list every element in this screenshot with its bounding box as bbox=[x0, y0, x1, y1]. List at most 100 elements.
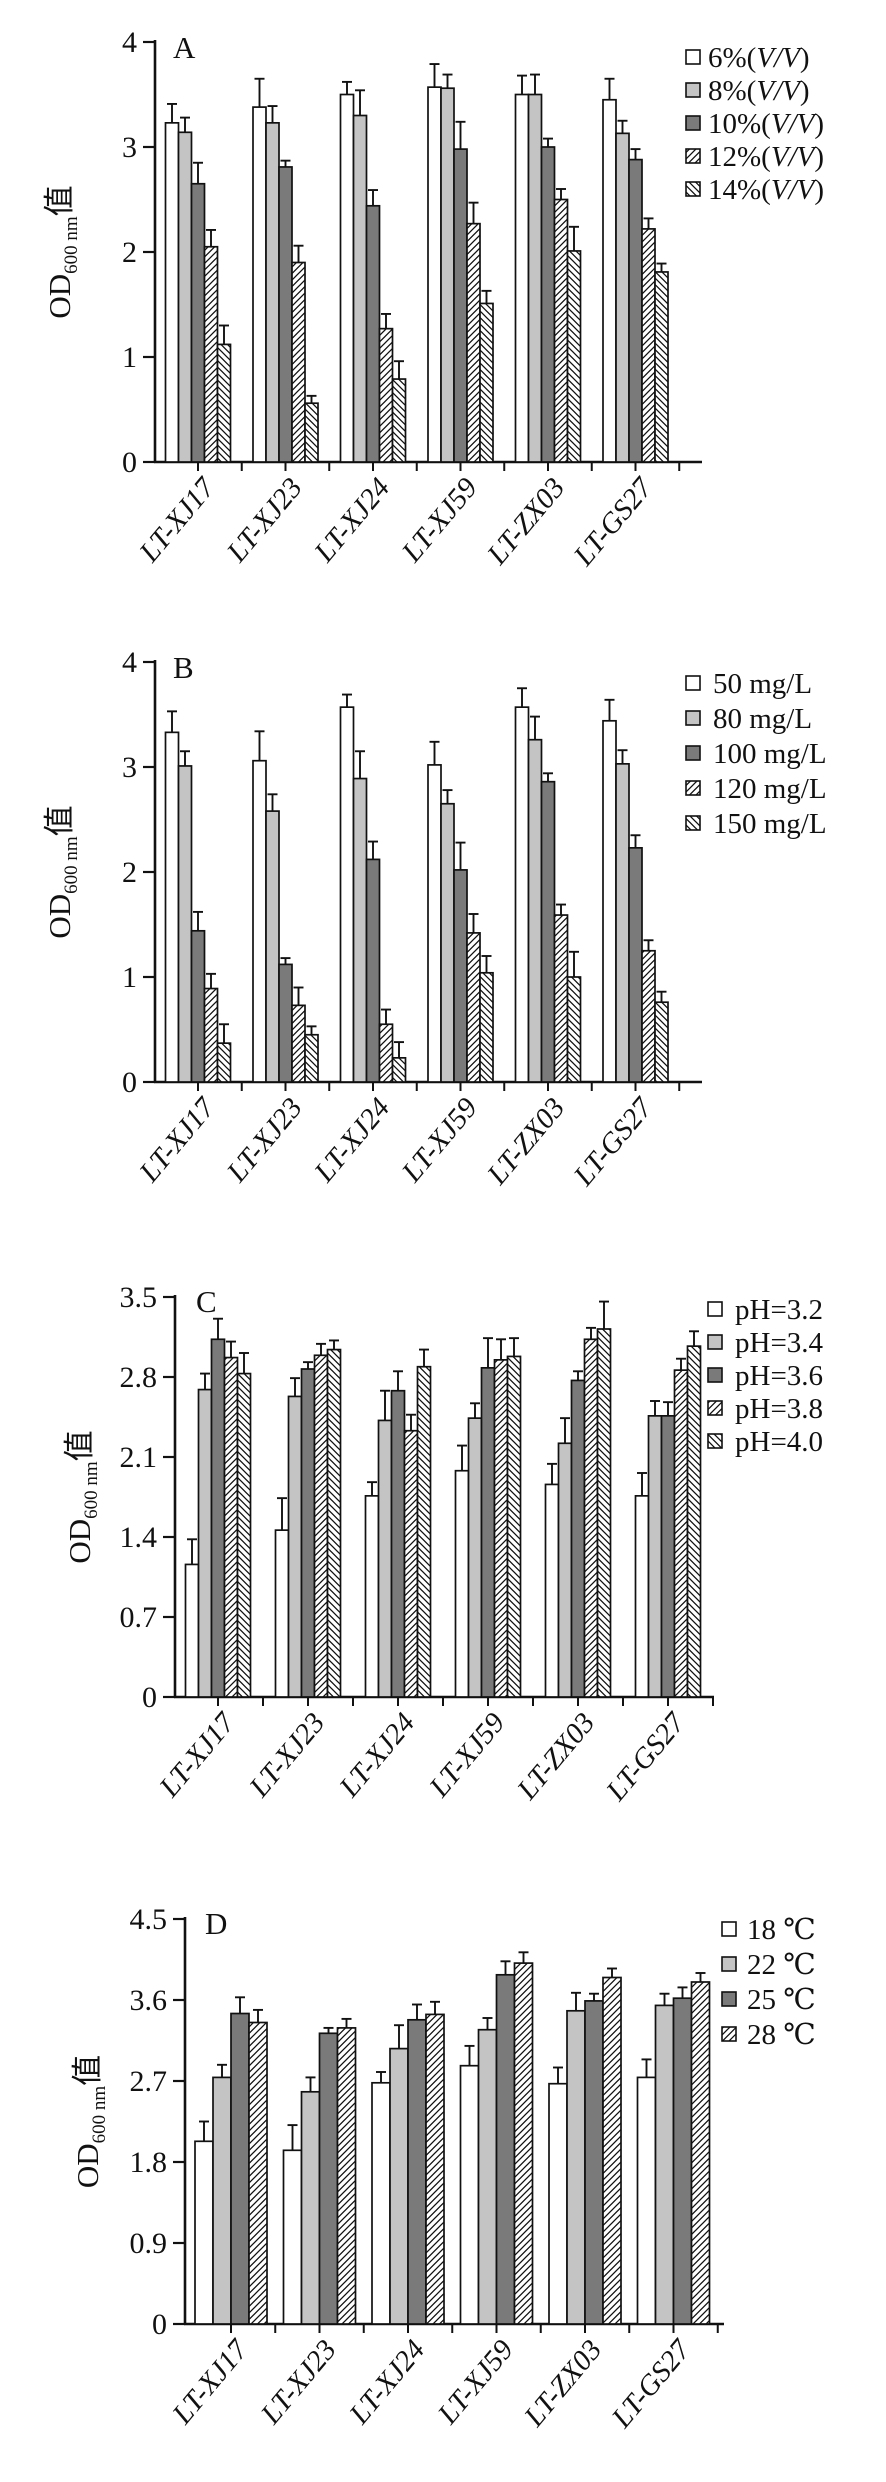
bar bbox=[453, 869, 468, 1083]
bar bbox=[596, 1328, 612, 1698]
legend-swatch bbox=[685, 675, 701, 691]
bar bbox=[553, 914, 569, 1083]
bar bbox=[454, 1469, 470, 1698]
legend: 18 ℃22 ℃25 ℃28 ℃ bbox=[721, 1914, 816, 2051]
bar bbox=[480, 1367, 496, 1698]
category-label: LT-XJ24 bbox=[308, 472, 397, 569]
y-tick-label: 4 bbox=[122, 26, 137, 59]
bar bbox=[390, 1389, 406, 1698]
y-tick-label: 1.8 bbox=[130, 2146, 168, 2179]
bar bbox=[326, 1348, 342, 1698]
bar bbox=[548, 2082, 568, 2325]
bar bbox=[557, 1442, 573, 1698]
bar bbox=[339, 706, 355, 1083]
y-tick-label: 0 bbox=[122, 446, 137, 479]
bar-chart-C: 0 0.7 1.4 2.1 2.8 3.5 C OD600 nm值 LT-XJ17 LT-XJ23… bbox=[62, 1281, 824, 1808]
bar bbox=[479, 971, 494, 1083]
bar bbox=[365, 204, 381, 463]
bar bbox=[628, 847, 643, 1083]
bar bbox=[313, 1354, 329, 1698]
bar bbox=[339, 93, 355, 463]
bar bbox=[427, 86, 442, 463]
category-label: LT-XJ23 bbox=[254, 2334, 343, 2431]
bar bbox=[190, 929, 206, 1083]
bar bbox=[164, 731, 180, 1083]
y-tick-label: 0 bbox=[152, 2308, 167, 2341]
bar bbox=[654, 271, 669, 463]
bar bbox=[304, 402, 319, 463]
y-tick-label: 2.1 bbox=[120, 1441, 158, 1474]
bar bbox=[194, 2140, 214, 2325]
bar bbox=[278, 963, 293, 1083]
bar bbox=[365, 858, 381, 1083]
bar bbox=[495, 1973, 516, 2325]
legend-item: 12%(V/V) bbox=[685, 141, 824, 173]
legend-item: 10%(V/V) bbox=[685, 108, 824, 140]
y-tick-label: 4 bbox=[122, 646, 137, 679]
legend-swatch bbox=[707, 1367, 723, 1383]
bar bbox=[467, 1417, 483, 1698]
bar bbox=[570, 1379, 586, 1698]
bar bbox=[540, 146, 556, 463]
category-label: LT-XJ59 bbox=[431, 2334, 520, 2431]
legend-label: 100 mg/L bbox=[713, 738, 827, 770]
legend: pH=3.2pH=3.4pH=3.6pH=3.8pH=4.0 bbox=[707, 1294, 824, 1458]
legend-label: 28 ℃ bbox=[747, 2019, 816, 2051]
legend-label: 22 ℃ bbox=[747, 1949, 816, 1981]
legend: 6%(V/V)8%(V/V)10%(V/V)12%(V/V)14%(V/V) bbox=[685, 42, 824, 206]
bar bbox=[641, 949, 656, 1083]
legend-item: 120 mg/L bbox=[685, 773, 827, 805]
bar bbox=[686, 1345, 702, 1698]
bar bbox=[391, 378, 407, 463]
bar-chart-A: 0 1 2 3 4 A OD600 nm值 LT-XJ17 LT-XJ23 LT-XJ24 LT-X… bbox=[42, 26, 824, 573]
legend-label: 25 ℃ bbox=[747, 1984, 816, 2016]
bar bbox=[248, 2021, 268, 2325]
bar bbox=[223, 1356, 239, 1698]
legend-item: pH=3.4 bbox=[707, 1327, 824, 1359]
bar bbox=[479, 302, 494, 463]
bar bbox=[453, 148, 468, 463]
y-tick-label: 2 bbox=[122, 236, 137, 269]
bar bbox=[216, 1042, 232, 1083]
bar bbox=[660, 1415, 676, 1698]
legend-swatch bbox=[685, 49, 701, 65]
bar bbox=[628, 158, 643, 463]
y-tick-label: 0 bbox=[122, 1066, 137, 1099]
bar bbox=[252, 106, 267, 463]
legend-swatch bbox=[721, 1956, 737, 1972]
y-axis-title: OD600 nm值 bbox=[70, 2055, 110, 2188]
category-label: LT-XJ59 bbox=[423, 1707, 512, 1804]
legend-swatch bbox=[685, 148, 701, 164]
legend-swatch bbox=[707, 1433, 723, 1449]
legend-label: 8%(V/V) bbox=[708, 75, 810, 107]
bar bbox=[265, 121, 280, 463]
legend-swatch bbox=[685, 815, 701, 831]
bar bbox=[378, 327, 394, 463]
legend-label: 10%(V/V) bbox=[708, 108, 824, 140]
legend-item: 18 ℃ bbox=[721, 1914, 816, 1946]
bar bbox=[459, 2064, 480, 2325]
bar bbox=[566, 2009, 586, 2325]
bar bbox=[513, 1962, 534, 2325]
category-label: LT-XJ24 bbox=[343, 2334, 432, 2431]
category-label: LT-ZX03 bbox=[481, 472, 572, 571]
legend-item: 80 mg/L bbox=[685, 703, 812, 735]
category-label: LT-XJ23 bbox=[220, 1092, 309, 1189]
bar bbox=[203, 245, 219, 463]
legend-item: 6%(V/V) bbox=[685, 42, 810, 74]
bar bbox=[352, 114, 368, 463]
legend-label: 150 mg/L bbox=[713, 808, 827, 840]
bar bbox=[377, 1419, 393, 1698]
bar bbox=[647, 1415, 663, 1698]
bar bbox=[540, 780, 556, 1083]
bar bbox=[583, 1338, 599, 1698]
bar bbox=[477, 2028, 498, 2325]
y-tick-label: 3.6 bbox=[130, 1984, 168, 2017]
legend-item: 100 mg/L bbox=[685, 738, 827, 770]
legend-label: 18 ℃ bbox=[747, 1914, 816, 1946]
y-tick-label: 3 bbox=[122, 131, 137, 164]
bar bbox=[216, 343, 232, 463]
bar bbox=[177, 131, 193, 463]
legend-label: 12%(V/V) bbox=[708, 141, 824, 173]
bar bbox=[440, 87, 455, 463]
